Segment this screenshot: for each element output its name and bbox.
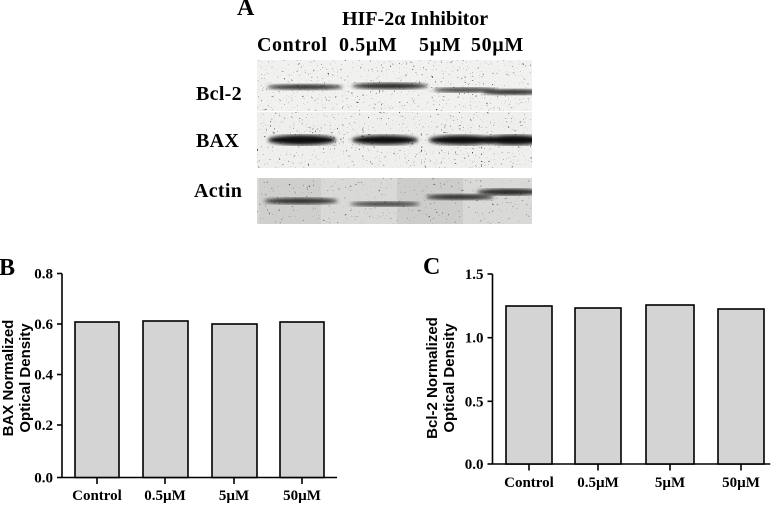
svg-text:0.2: 0.2 (34, 418, 53, 434)
svg-text:0.6: 0.6 (34, 317, 53, 333)
svg-text:1.5: 1.5 (465, 267, 484, 283)
svg-text:0.8: 0.8 (34, 267, 53, 283)
svg-text:0.0: 0.0 (34, 471, 53, 487)
svg-text:0.0: 0.0 (465, 457, 484, 473)
svg-text:0.5µM: 0.5µM (577, 475, 619, 491)
svg-text:Control: Control (72, 488, 122, 504)
svg-text:5µM: 5µM (219, 488, 249, 504)
svg-text:0.4: 0.4 (34, 368, 53, 384)
svg-text:50µM: 50µM (283, 488, 321, 504)
svg-text:0.5µM: 0.5µM (144, 488, 186, 504)
svg-text:5µM: 5µM (655, 475, 685, 491)
svg-text:Control: Control (504, 475, 554, 491)
svg-text:1.0: 1.0 (465, 331, 484, 347)
svg-text:50µM: 50µM (722, 475, 760, 491)
svg-text:0.5: 0.5 (465, 394, 484, 410)
